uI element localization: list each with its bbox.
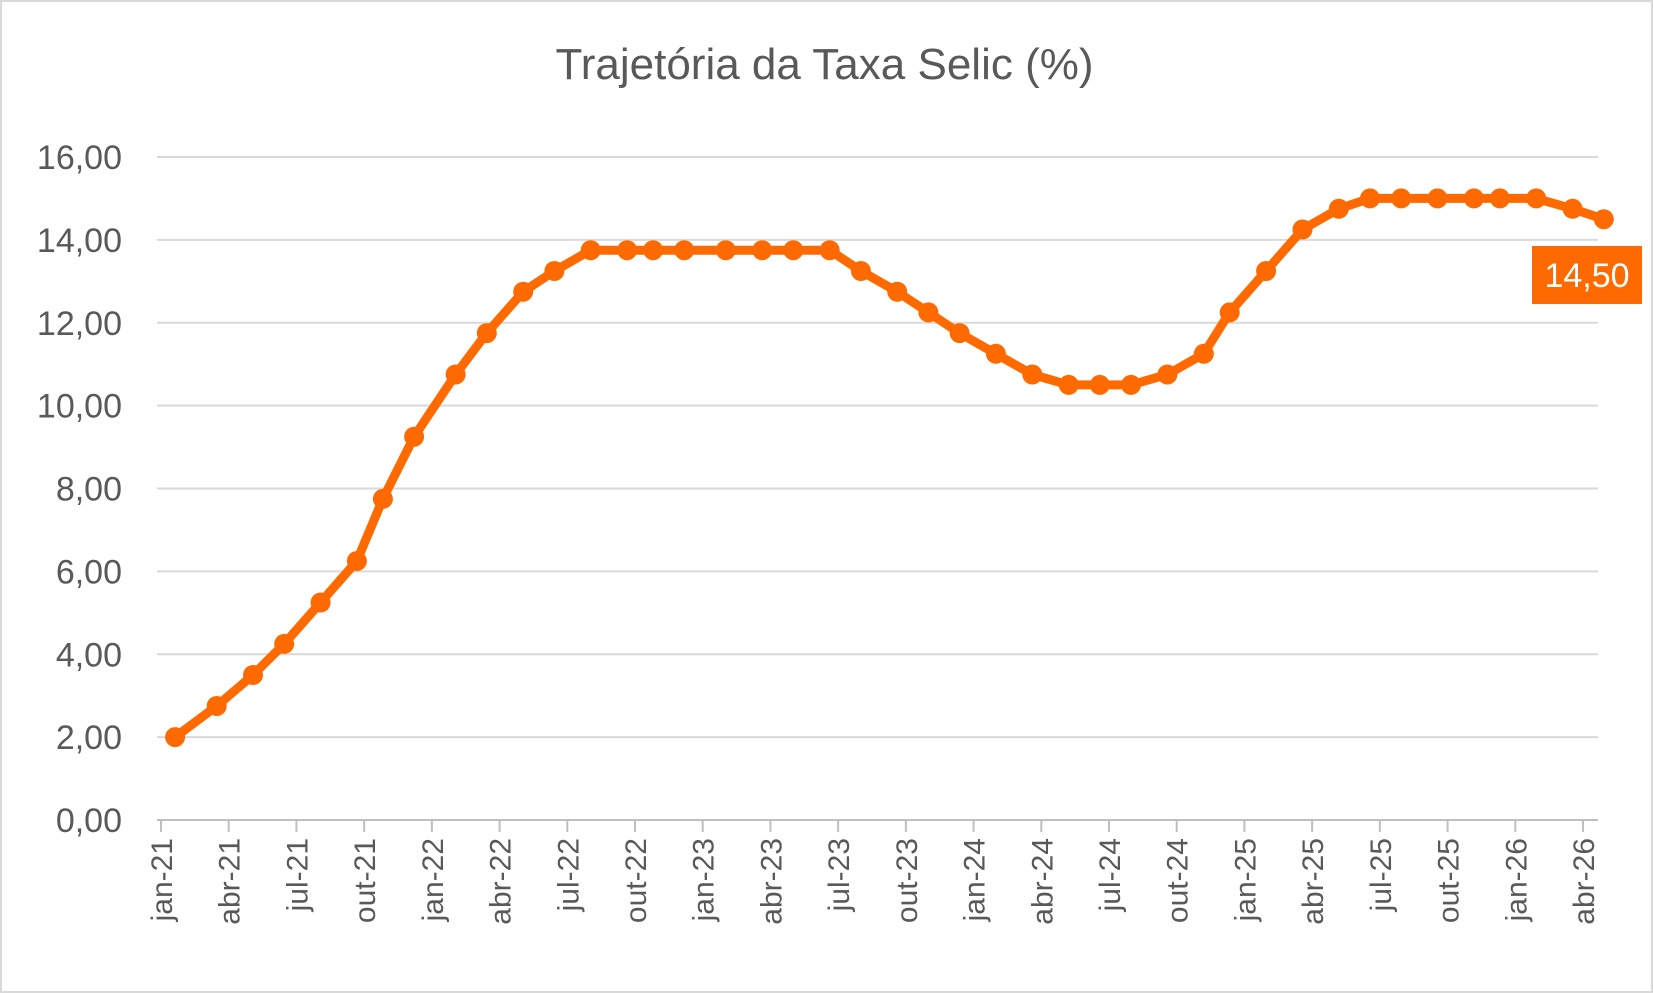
x-tick-label: out-23 bbox=[891, 838, 924, 923]
data-point bbox=[1256, 261, 1277, 281]
x-tick-label: out-21 bbox=[349, 838, 382, 923]
last-value-callout-box bbox=[1532, 246, 1642, 304]
y-tick-label: 4,00 bbox=[56, 636, 122, 674]
y-tick-label: 16,00 bbox=[37, 139, 122, 177]
x-tick-label: abr-23 bbox=[755, 838, 788, 925]
data-point bbox=[949, 323, 970, 344]
x-tick-label: jul-21 bbox=[281, 838, 314, 912]
last-value-callout: 14,50 bbox=[1532, 246, 1642, 304]
x-tick-label: out-22 bbox=[620, 838, 653, 923]
x-tick-label: jan-22 bbox=[417, 838, 450, 922]
data-point bbox=[715, 240, 736, 261]
data-point bbox=[346, 551, 367, 571]
data-point bbox=[372, 488, 393, 509]
data-point bbox=[752, 240, 773, 261]
y-axis-tick-labels: 0,00 2,00 4,00 6,00 8,00 10,00 12,00 14,00 16,00 bbox=[37, 139, 122, 840]
data-point bbox=[274, 633, 295, 654]
series-selic bbox=[165, 188, 1614, 748]
y-tick-label: 2,00 bbox=[56, 719, 122, 757]
data-point bbox=[476, 323, 497, 344]
data-point bbox=[544, 261, 565, 281]
y-tick-label: 10,00 bbox=[37, 388, 122, 426]
data-point bbox=[1089, 374, 1110, 395]
data-point bbox=[1193, 343, 1214, 364]
y-tick-label: 14,00 bbox=[37, 222, 122, 260]
x-tick-label: out-24 bbox=[1162, 838, 1195, 923]
data-point bbox=[243, 665, 263, 685]
data-point bbox=[1593, 209, 1614, 230]
x-tick-label: jul-23 bbox=[823, 838, 856, 912]
data-point bbox=[1157, 364, 1178, 385]
y-tick-label: 8,00 bbox=[56, 471, 122, 509]
data-point bbox=[1391, 188, 1412, 209]
data-point bbox=[310, 592, 331, 613]
data-point bbox=[1292, 219, 1313, 240]
data-point bbox=[445, 364, 466, 385]
y-tick-label: 0,00 bbox=[56, 802, 122, 840]
data-point bbox=[674, 240, 695, 261]
x-tick-label: abr-22 bbox=[485, 838, 518, 925]
x-tick-label: jan-21 bbox=[146, 838, 179, 922]
x-axis bbox=[157, 819, 1598, 832]
y-tick-label: 12,00 bbox=[37, 305, 122, 343]
last-value-callout-label: 14,50 bbox=[1544, 257, 1629, 295]
data-point bbox=[513, 281, 534, 302]
x-tick-label: abr-26 bbox=[1568, 838, 1601, 925]
x-tick-label: jan-24 bbox=[959, 838, 992, 922]
x-tick-label: jan-26 bbox=[1500, 838, 1533, 922]
chart-title: Trajetória da Taxa Selic (%) bbox=[555, 40, 1094, 89]
x-tick-label: jul-24 bbox=[1094, 838, 1127, 912]
x-tick-label: jan-23 bbox=[688, 838, 721, 922]
x-tick-label: abr-24 bbox=[1026, 838, 1059, 925]
x-tick-label: jan-25 bbox=[1229, 838, 1262, 922]
data-point bbox=[643, 240, 664, 261]
data-point bbox=[1328, 198, 1349, 219]
data-point bbox=[206, 696, 227, 716]
x-tick-label: jul-25 bbox=[1365, 838, 1398, 912]
data-point bbox=[1427, 188, 1448, 209]
y-tick-label: 6,00 bbox=[56, 553, 122, 591]
data-point bbox=[1360, 188, 1380, 209]
data-point bbox=[1058, 374, 1079, 395]
data-point bbox=[165, 727, 186, 748]
data-point bbox=[918, 302, 939, 323]
x-tick-label: abr-25 bbox=[1297, 838, 1330, 925]
data-point bbox=[1526, 188, 1547, 209]
x-tick-label: out-25 bbox=[1433, 838, 1466, 923]
data-point bbox=[1219, 302, 1240, 323]
data-point bbox=[1121, 374, 1141, 395]
x-tick-label: jul-22 bbox=[552, 838, 585, 912]
series-line bbox=[170, 193, 1609, 742]
data-point bbox=[887, 281, 908, 302]
x-axis-tick-labels: jan-21 abr-21 jul-21 out-21 jan-22 abr-22 jul-… bbox=[146, 838, 1601, 925]
data-point bbox=[1463, 188, 1484, 209]
data-point bbox=[580, 240, 601, 261]
data-point bbox=[819, 240, 840, 261]
gridlines bbox=[157, 156, 1598, 739]
data-point bbox=[850, 261, 871, 281]
data-point bbox=[1562, 198, 1583, 219]
data-point bbox=[617, 240, 638, 261]
data-point bbox=[1489, 188, 1510, 209]
data-point bbox=[783, 240, 804, 261]
data-point bbox=[1022, 364, 1043, 385]
data-point bbox=[985, 343, 1006, 364]
data-point bbox=[404, 426, 425, 447]
x-tick-label: abr-21 bbox=[214, 838, 247, 925]
